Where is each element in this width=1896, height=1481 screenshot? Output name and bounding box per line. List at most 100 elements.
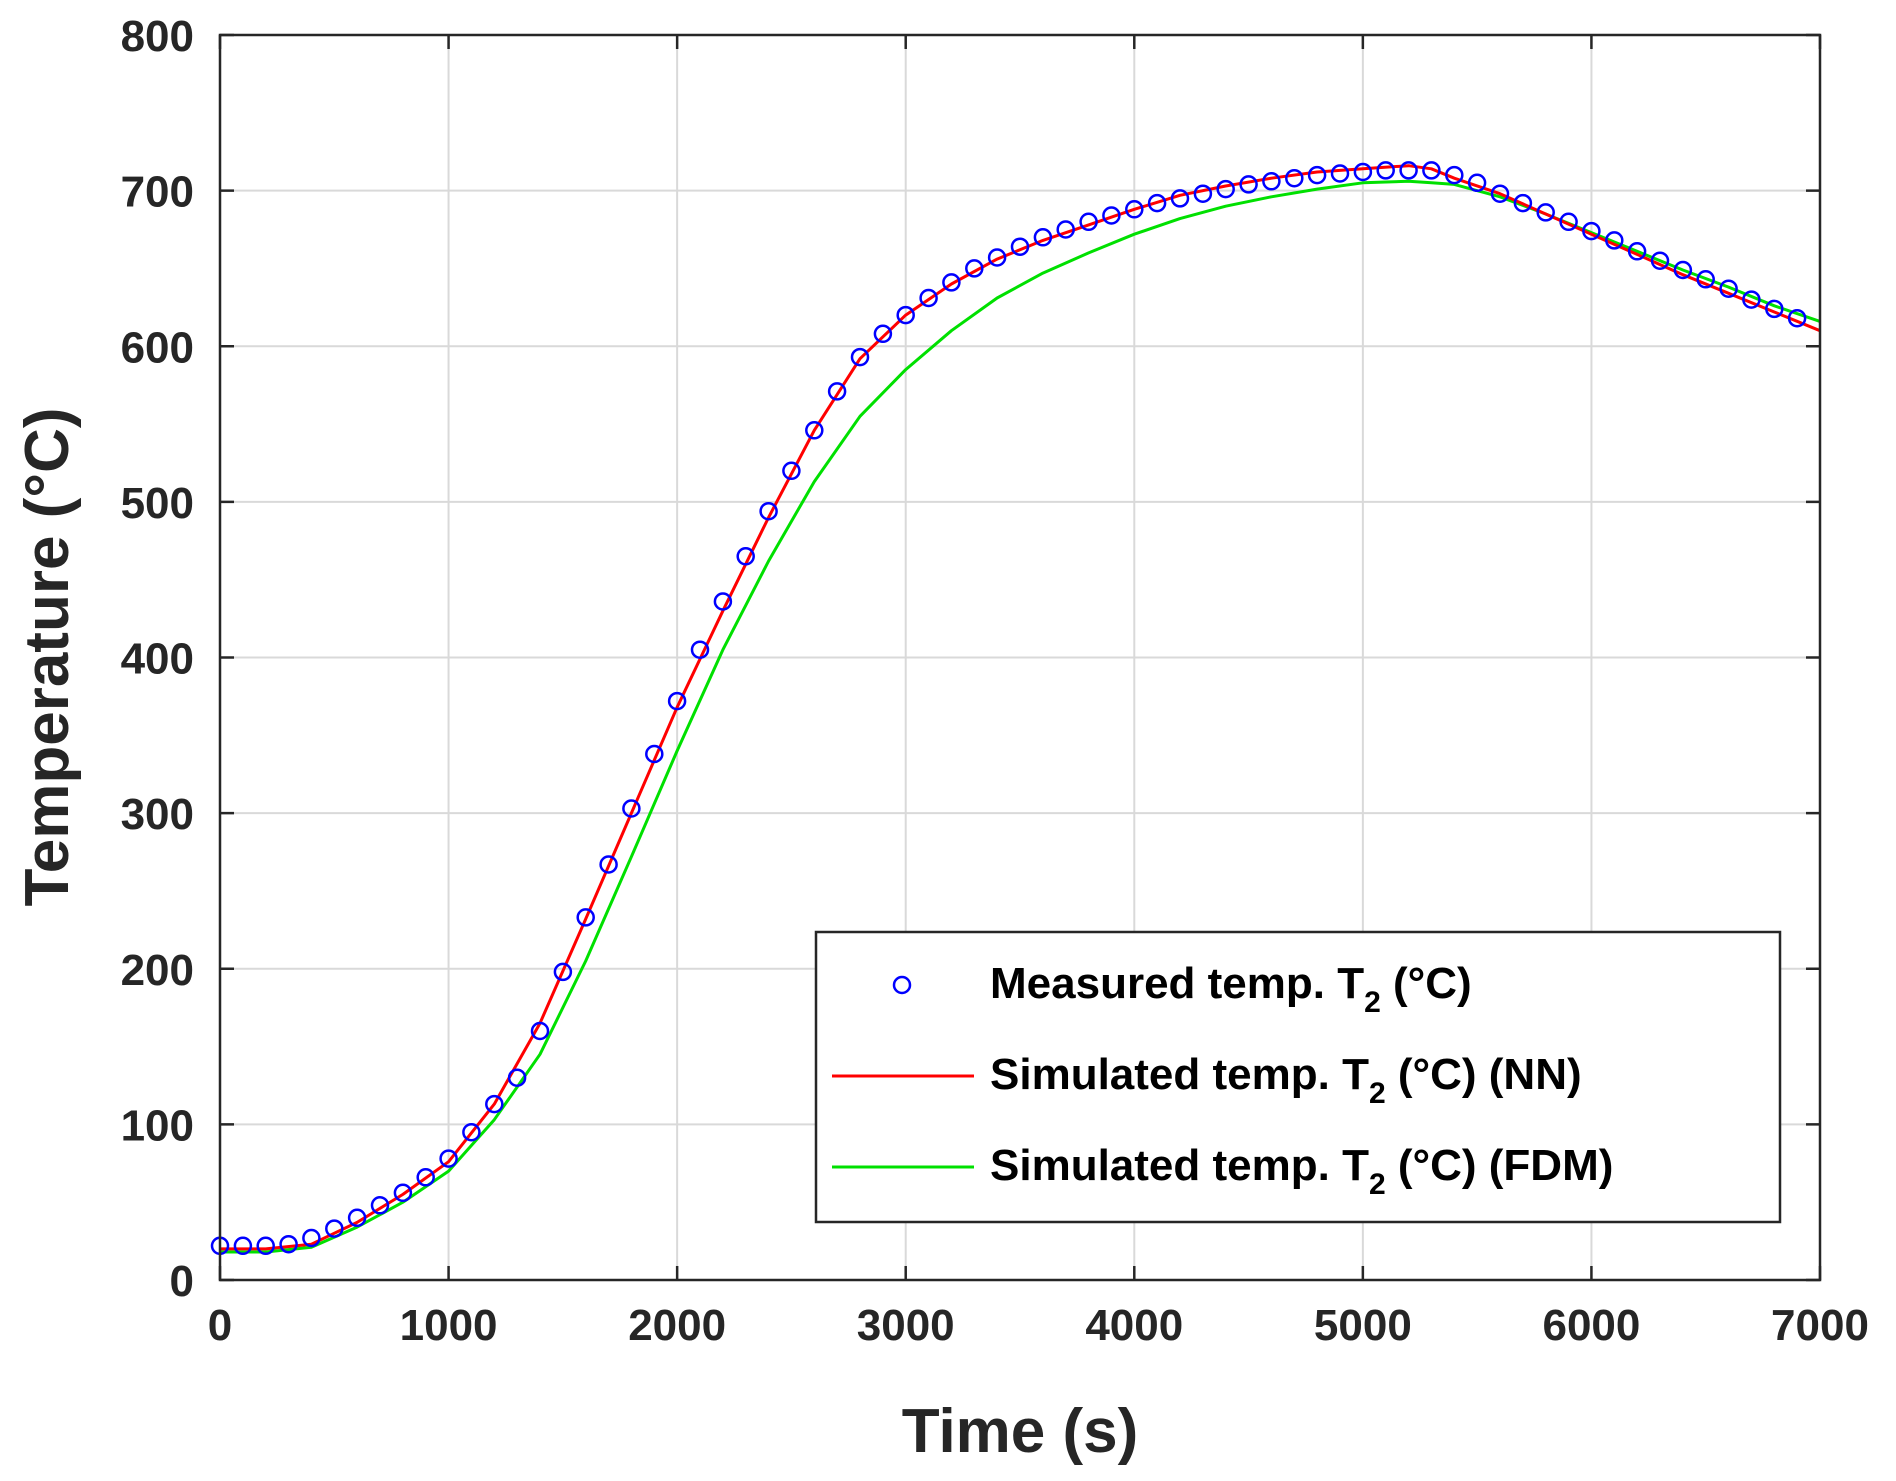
measured-point xyxy=(439,1149,458,1168)
measured-point xyxy=(827,382,847,401)
measured-point xyxy=(1513,193,1533,213)
measured-point xyxy=(1010,237,1030,256)
x-tick-label: 2000 xyxy=(628,1301,726,1350)
measured-point xyxy=(1445,165,1464,185)
measured-point xyxy=(1559,212,1578,232)
measured-point xyxy=(1490,184,1510,203)
measured-point xyxy=(1033,228,1053,247)
measured-point xyxy=(622,799,641,818)
legend-box xyxy=(814,930,1782,1224)
series-layer xyxy=(210,161,1821,1256)
legend-entry-fdm: Simulated temp. T2 (°C) (FDM) xyxy=(832,1141,1613,1201)
y-tick-label: 200 xyxy=(121,946,194,995)
legend: Measured temp. T2 (°C) Simulated temp. T… xyxy=(814,930,1782,1224)
measured-point xyxy=(1330,164,1350,183)
measured-point xyxy=(1125,200,1144,219)
measured-point xyxy=(1353,162,1373,182)
measured-point xyxy=(416,1168,435,1187)
measured-point xyxy=(1399,161,1418,180)
measured-point xyxy=(279,1234,298,1254)
measured-point xyxy=(1262,172,1281,191)
measured-point xyxy=(942,273,961,292)
measured-point xyxy=(1147,193,1167,213)
measured-point xyxy=(370,1196,390,1215)
measured-point xyxy=(507,1068,527,1087)
measured-point xyxy=(599,855,618,874)
measured-point xyxy=(325,1219,344,1238)
legend-label-measured: Measured temp. T2 (°C) xyxy=(990,959,1472,1019)
measured-point xyxy=(1079,212,1098,232)
y-tick-label: 700 xyxy=(121,168,194,217)
measured-point xyxy=(805,421,824,440)
measured-point xyxy=(1376,161,1395,180)
y-tick-label: 300 xyxy=(121,790,194,839)
measured-point xyxy=(1787,308,1807,328)
measured-point xyxy=(1056,220,1075,239)
x-tick-label: 0 xyxy=(208,1301,232,1350)
y-tick-label: 600 xyxy=(121,323,194,372)
measured-point xyxy=(759,501,778,521)
measured-point xyxy=(667,691,687,711)
measured-point xyxy=(1239,175,1258,194)
legend-label-nn: Simulated temp. T2 (°C) (NN) xyxy=(990,1050,1582,1110)
measured-point xyxy=(1467,173,1487,193)
measured-point xyxy=(1765,299,1784,319)
measured-point xyxy=(896,305,915,325)
measured-point xyxy=(1582,221,1601,241)
x-tick-label: 3000 xyxy=(857,1301,955,1350)
measured-point xyxy=(782,461,801,481)
y-tick-label: 0 xyxy=(170,1257,194,1306)
measured-point xyxy=(256,1236,275,1256)
x-tick-label: 7000 xyxy=(1771,1301,1869,1350)
measured-point xyxy=(1605,231,1624,250)
measured-point xyxy=(919,288,938,308)
measured-point xyxy=(1696,270,1715,289)
measured-point xyxy=(393,1183,413,1203)
x-tick-label: 6000 xyxy=(1542,1301,1640,1350)
measured-point xyxy=(530,1021,550,1041)
y-tick-label: 400 xyxy=(121,635,194,684)
measured-point xyxy=(1719,279,1738,298)
measured-point xyxy=(576,908,595,927)
measured-point xyxy=(713,592,733,611)
measured-point xyxy=(1170,189,1190,208)
measured-point xyxy=(873,324,893,344)
measured-point xyxy=(1193,184,1213,203)
x-tick-label: 4000 xyxy=(1085,1301,1183,1350)
measured-point xyxy=(302,1228,321,1248)
measured-point xyxy=(965,259,984,278)
measured-point xyxy=(1422,161,1441,180)
measured-point xyxy=(347,1208,367,1228)
x-axis-label: Time (s) xyxy=(902,1397,1139,1466)
measured-point xyxy=(1742,290,1761,309)
measured-point xyxy=(850,347,870,367)
measured-point xyxy=(1102,206,1121,225)
x-tick-label: 1000 xyxy=(400,1301,498,1350)
ticks: 0 1000 2000 3000 4000 5000 6000 7000 0 100 200 300 4… xyxy=(121,12,1869,1350)
legend-entry-measured: Measured temp. T2 (°C) xyxy=(892,959,1472,1019)
measured-point xyxy=(462,1122,481,1142)
measured-point xyxy=(1216,179,1235,199)
measured-point xyxy=(645,744,664,764)
measured-point xyxy=(553,962,573,982)
measured-point xyxy=(1627,242,1647,261)
measured-point xyxy=(736,547,755,566)
measured-point xyxy=(1673,260,1693,280)
y-axis-label: Temperature (°C) xyxy=(13,407,82,906)
measured-point xyxy=(1285,168,1304,188)
y-tick-label: 100 xyxy=(121,1101,194,1150)
legend-entry-nn: Simulated temp. T2 (°C) (NN) xyxy=(832,1050,1582,1110)
measured-point xyxy=(485,1094,504,1114)
measured-point xyxy=(690,640,710,659)
legend-label-fdm: Simulated temp. T2 (°C) (FDM) xyxy=(990,1141,1613,1201)
measured-point xyxy=(1307,165,1327,185)
legend-marker-measured xyxy=(892,975,912,995)
series-line-1 xyxy=(220,164,1821,1251)
y-tick-label: 800 xyxy=(121,12,194,61)
measured-point xyxy=(987,248,1007,267)
x-tick-label: 5000 xyxy=(1314,1301,1412,1350)
measured-point xyxy=(1650,251,1670,270)
measured-point xyxy=(1536,203,1555,222)
measured-point xyxy=(233,1236,253,1256)
